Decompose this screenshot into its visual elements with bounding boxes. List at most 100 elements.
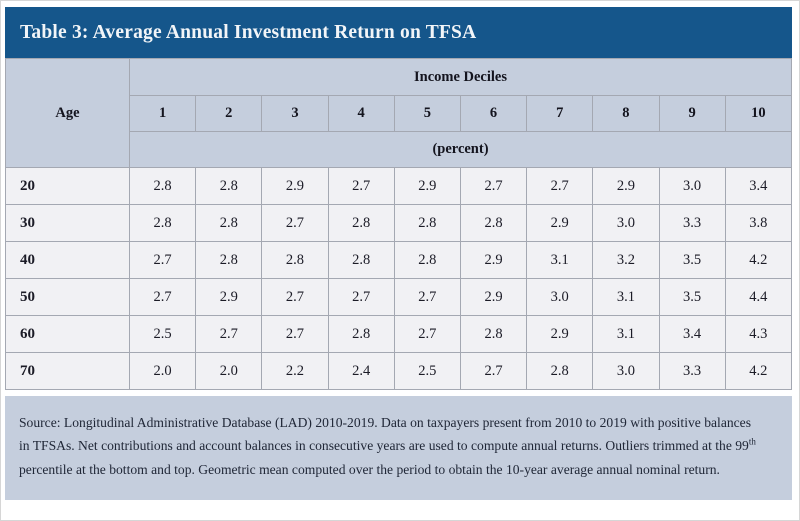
decile-value-cell: 2.9 — [459, 241, 528, 279]
decile-value-cell: 3.0 — [526, 278, 594, 316]
decile-value-cell: 2.7 — [195, 315, 263, 353]
income-deciles-header: Income Deciles — [129, 58, 792, 96]
decile-value-cell: 2.7 — [526, 167, 594, 205]
unit-header: (percent) — [129, 131, 792, 168]
table-row: 20 2.8 2.8 2.9 2.7 2.9 2.7 2.7 2.9 3.0 3… — [5, 167, 793, 205]
decile-value-cell: 2.9 — [592, 167, 660, 205]
decile-value-cell: 2.5 — [393, 352, 461, 390]
source-note-text: percentile at the bottom and top. Geomet… — [19, 461, 720, 477]
table-row: 60 2.5 2.7 2.7 2.8 2.7 2.8 2.9 3.1 3.4 4… — [5, 315, 793, 353]
decile-value-cell: 2.7 — [261, 315, 329, 353]
decile-value-cell: 2.0 — [195, 352, 263, 390]
decile-label: 5 — [393, 95, 461, 132]
age-cell: 50 — [5, 278, 130, 316]
decile-value-cell: 2.8 — [459, 204, 528, 242]
decile-label: 4 — [327, 95, 395, 132]
decile-value-cell: 2.8 — [261, 241, 329, 279]
decile-value-cell: 2.8 — [327, 241, 395, 279]
decile-value-cell: 2.7 — [393, 278, 461, 316]
decile-value-cell: 3.5 — [658, 241, 726, 279]
source-note-line: percentile at the bottom and top. Geomet… — [19, 458, 778, 481]
decile-value-cell: 2.8 — [195, 167, 263, 205]
decile-value-cell: 2.8 — [393, 241, 461, 279]
source-note-text: in TFSAs. Net contributions and account … — [19, 438, 749, 454]
decile-value-cell: 3.1 — [592, 278, 660, 316]
decile-label: 7 — [526, 95, 594, 132]
source-note-text: Source: Longitudinal Administrative Data… — [19, 415, 752, 430]
decile-value-cell: 2.8 — [393, 204, 461, 242]
decile-label: 2 — [195, 95, 263, 132]
decile-value-cell: 4.2 — [724, 241, 793, 279]
decile-value-cell: 2.9 — [195, 278, 263, 316]
decile-value-cell: 2.7 — [327, 278, 395, 316]
age-column-header: Age — [5, 58, 130, 168]
decile-value-cell: 2.5 — [128, 315, 197, 353]
table-figure: Table 3: Average Annual Investment Retur… — [5, 7, 793, 500]
decile-value-cell: 3.1 — [592, 315, 660, 353]
decile-value-cell: 4.3 — [724, 315, 793, 353]
decile-label: 10 — [724, 95, 793, 132]
decile-value-cell: 2.9 — [261, 167, 329, 205]
decile-value-cell: 2.0 — [128, 352, 197, 390]
decile-label: 3 — [261, 95, 329, 132]
decile-value-cell: 2.7 — [327, 167, 395, 205]
decile-value-cell: 2.8 — [327, 315, 395, 353]
decile-value-cell: 4.4 — [724, 278, 793, 316]
table-row: 50 2.7 2.9 2.7 2.7 2.7 2.9 3.0 3.1 3.5 4… — [5, 278, 793, 316]
superscript-th: th — [748, 436, 756, 447]
decile-value-cell: 2.7 — [393, 315, 461, 353]
decile-value-cell: 3.4 — [724, 167, 793, 205]
decile-value-cell: 2.9 — [526, 315, 594, 353]
decile-label: 6 — [459, 95, 528, 132]
decile-value-cell: 2.7 — [459, 167, 528, 205]
decile-value-cell: 2.7 — [128, 278, 197, 316]
decile-value-cell: 2.7 — [261, 278, 329, 316]
table-row: 40 2.7 2.8 2.8 2.8 2.8 2.9 3.1 3.2 3.5 4… — [5, 241, 793, 279]
decile-value-cell: 2.9 — [459, 278, 528, 316]
table-row: 70 2.0 2.0 2.2 2.4 2.5 2.7 2.8 3.0 3.3 4… — [5, 352, 793, 390]
age-cell: 20 — [5, 167, 130, 205]
decile-value-cell: 2.8 — [128, 204, 197, 242]
decile-value-cell: 3.2 — [592, 241, 660, 279]
decile-value-cell: 3.1 — [526, 241, 594, 279]
decile-value-cell: 2.8 — [195, 204, 263, 242]
table-row: 30 2.8 2.8 2.7 2.8 2.8 2.8 2.9 3.0 3.3 3… — [5, 204, 793, 242]
age-cell: 60 — [5, 315, 130, 353]
table-title: Table 3: Average Annual Investment Retur… — [20, 21, 477, 43]
decile-value-cell: 3.8 — [724, 204, 793, 242]
decile-value-cell: 3.5 — [658, 278, 726, 316]
source-note-line: Source: Longitudinal Administrative Data… — [19, 411, 778, 434]
age-cell: 70 — [5, 352, 130, 390]
decile-value-cell: 3.0 — [592, 204, 660, 242]
decile-value-cell: 2.7 — [261, 204, 329, 242]
age-cell: 40 — [5, 241, 130, 279]
decile-value-cell: 2.8 — [526, 352, 594, 390]
decile-value-cell: 2.7 — [459, 352, 528, 390]
header-row-deciles: 1 2 3 4 5 6 7 8 9 10 — [6, 95, 793, 132]
decile-value-cell: 2.7 — [128, 241, 197, 279]
decile-value-cell: 3.3 — [658, 204, 726, 242]
table-title-bar: Table 3: Average Annual Investment Retur… — [5, 7, 792, 58]
decile-value-cell: 3.3 — [658, 352, 726, 390]
age-cell: 30 — [5, 204, 130, 242]
decile-value-cell: 2.2 — [261, 352, 329, 390]
header-row-group: Age Income Deciles — [5, 58, 792, 168]
decile-value-cell: 2.8 — [327, 204, 395, 242]
decile-value-cell: 2.9 — [393, 167, 461, 205]
header-row-unit: (percent) — [6, 131, 792, 168]
decile-label: 8 — [592, 95, 660, 132]
decile-value-cell: 2.8 — [195, 241, 263, 279]
decile-label: 1 — [128, 95, 197, 132]
source-note: Source: Longitudinal Administrative Data… — [5, 396, 792, 500]
tfsa-returns-table: Age Income Deciles 1 2 3 4 5 6 7 8 9 10 … — [5, 58, 793, 390]
decile-value-cell: 3.0 — [658, 167, 726, 205]
decile-value-cell: 2.8 — [128, 167, 197, 205]
decile-value-cell: 2.9 — [526, 204, 594, 242]
decile-value-cell: 3.4 — [658, 315, 726, 353]
decile-value-cell: 3.0 — [592, 352, 660, 390]
decile-value-cell: 2.4 — [327, 352, 395, 390]
decile-value-cell: 2.8 — [459, 315, 528, 353]
source-note-line: in TFSAs. Net contributions and account … — [19, 434, 778, 457]
decile-label: 9 — [658, 95, 726, 132]
